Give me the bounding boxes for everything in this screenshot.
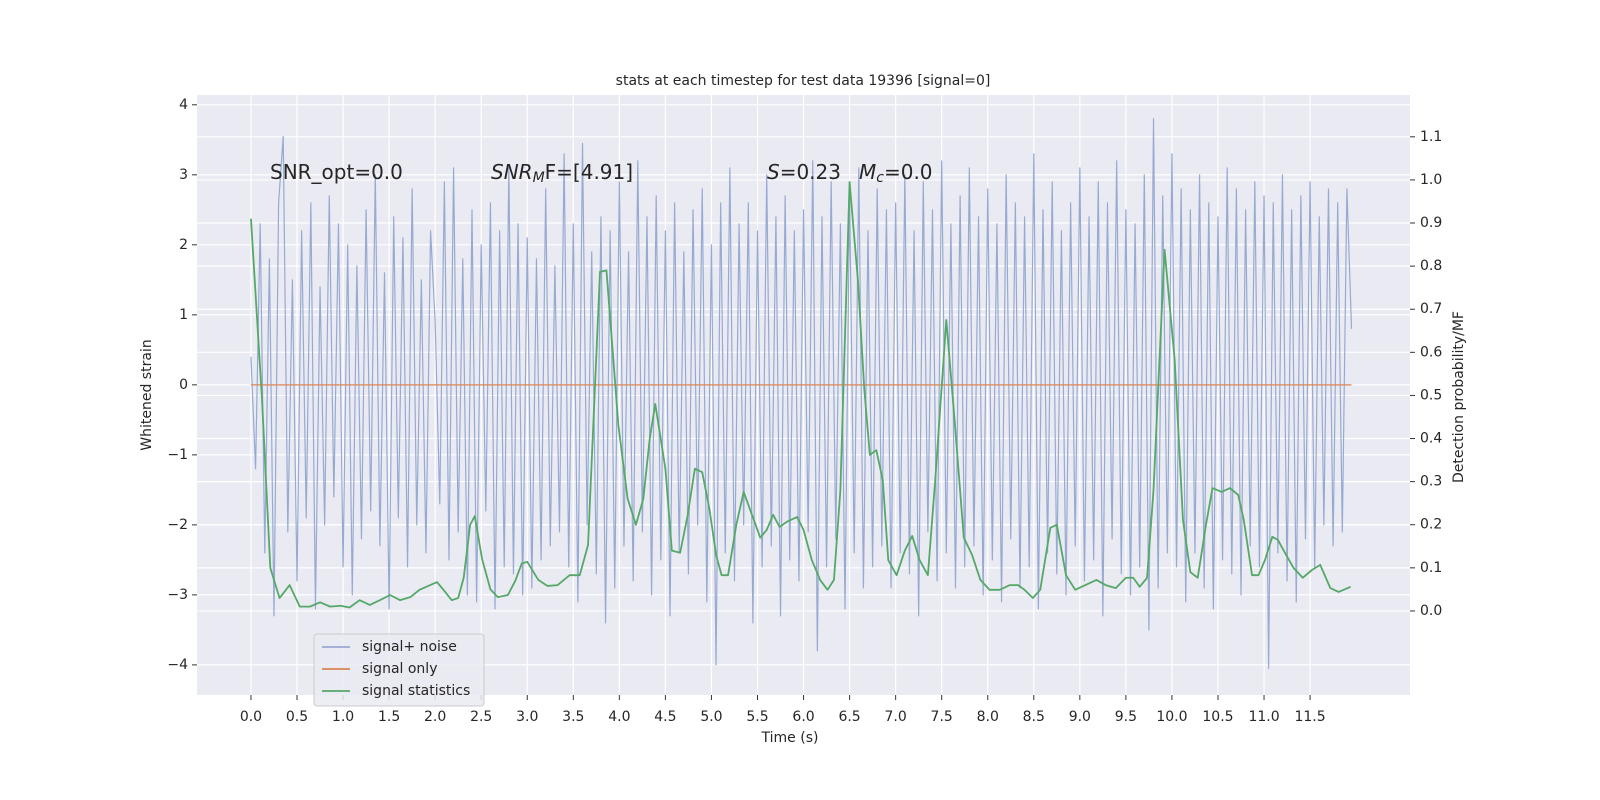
- annotation: SNRMF=[4.91]: [491, 160, 633, 187]
- y2-tick-label: 0.8: [1420, 258, 1442, 274]
- annotation-tail: =0.23: [780, 160, 841, 184]
- legend-label: signal only: [362, 661, 437, 677]
- x-tick-label: 7.0: [885, 709, 907, 725]
- annotation: Mc=0.0: [859, 160, 933, 187]
- y2-tick-label: 0.1: [1420, 560, 1442, 576]
- y-tick-label: −1: [167, 447, 188, 463]
- chart-title: stats at each timestep for test data 193…: [616, 73, 991, 89]
- y2-tick-label: 0.4: [1420, 431, 1442, 447]
- x-axis-label: Time (s): [761, 730, 819, 746]
- x-tick-label: 8.0: [977, 709, 999, 725]
- x-tick-label: 11.5: [1294, 709, 1325, 725]
- annotation-text: SNR_opt=0.0: [270, 160, 403, 184]
- y2-tick-label: 1.0: [1420, 172, 1442, 188]
- x-tick-label: 2.5: [470, 709, 492, 725]
- x-tick-label: 2.0: [424, 709, 446, 725]
- x-tick-label: 5.5: [746, 709, 768, 725]
- annotation-text: SNR: [491, 160, 533, 184]
- legend-label: signal+ noise: [362, 639, 457, 655]
- x-tick-label: 4.5: [654, 709, 676, 725]
- y-tick-label: −4: [167, 657, 188, 673]
- x-tick-label: 0.0: [240, 709, 262, 725]
- y-tick-label: 2: [179, 237, 188, 253]
- x-tick-label: 6.5: [838, 709, 860, 725]
- series-line: [250, 181, 1351, 609]
- y2-tick-label: 1.1: [1420, 129, 1442, 145]
- x-tick-label: 9.5: [1115, 709, 1137, 725]
- x-tick-label: 5.0: [700, 709, 722, 725]
- x-tick-label: 7.5: [931, 709, 953, 725]
- y-tick-label: −2: [167, 517, 188, 533]
- annotation-sub: M: [533, 170, 545, 186]
- x-tick-label: 4.0: [608, 709, 630, 725]
- x-tick-label: 1.0: [332, 709, 354, 725]
- legend: signal+ noise signal only signal statistic…: [313, 633, 485, 707]
- y2-tick-label: 0.0: [1420, 603, 1442, 619]
- x-tick-label: 0.5: [286, 709, 308, 725]
- x-tick-label: 10.0: [1156, 709, 1187, 725]
- annotation-sub: c: [876, 170, 884, 186]
- annotation: SNR_opt=0.0: [270, 160, 403, 184]
- series-line: [250, 118, 1353, 669]
- y2-tick-label: 0.9: [1420, 215, 1442, 231]
- x-tick-label: 10.5: [1202, 709, 1233, 725]
- x-tick-label: 6.0: [792, 709, 814, 725]
- y-tick-label: 3: [179, 167, 188, 183]
- y-tick-label: −3: [167, 587, 188, 603]
- y2-tick-label: 0.7: [1420, 301, 1442, 317]
- y2-axis-label: Detection probability/MF: [1451, 311, 1467, 483]
- legend-label: signal statistics: [362, 683, 470, 699]
- x-tick-label: 9.0: [1069, 709, 1091, 725]
- annotation-text: S: [767, 160, 780, 184]
- y-tick-label: 1: [179, 307, 188, 323]
- annotation-tail: =0.0: [884, 160, 933, 184]
- marks: [250, 118, 1353, 669]
- x-tick-label: 3.5: [562, 709, 584, 725]
- y2-tick-label: 0.5: [1420, 387, 1442, 403]
- x-tick-label: 3.0: [516, 709, 538, 725]
- annotation: S=0.23: [767, 160, 841, 184]
- annotation-text: M: [859, 160, 876, 184]
- y-tick-label: 4: [179, 97, 188, 113]
- annotation-tail: F=[4.91]: [545, 160, 633, 184]
- axes: 0.0 0.5 1.0 1.5 2.0 2.5 3.0 3.5 4.0 4.5 5.0 5.5 6.0 6…: [167, 97, 1442, 725]
- legend-box: [313, 633, 485, 707]
- x-tick-label: 11.0: [1248, 709, 1279, 725]
- y2-tick-label: 0.6: [1420, 344, 1442, 360]
- x-tick-label: 8.5: [1023, 709, 1045, 725]
- y2-tick-label: 0.2: [1420, 517, 1442, 533]
- x-tick-label: 1.5: [378, 709, 400, 725]
- y-tick-label: 0: [179, 377, 188, 393]
- y-axis-label: Whitened strain: [139, 339, 155, 450]
- y2-tick-label: 0.3: [1420, 474, 1442, 490]
